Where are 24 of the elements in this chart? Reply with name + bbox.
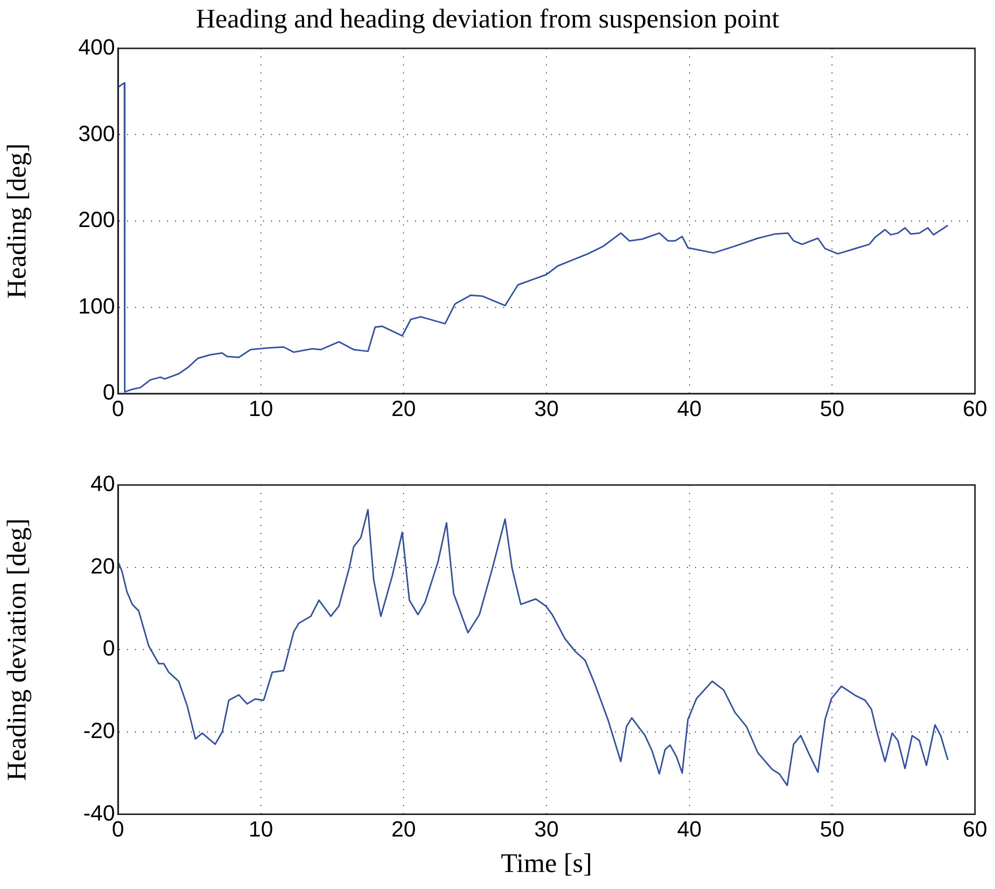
x-tick-label: 10 [248, 396, 274, 421]
y-axis-title: Heading deviation [deg] [1, 518, 32, 781]
chart-title: Heading and heading deviation from suspension point [196, 3, 780, 34]
y-tick-label: 200 [78, 207, 115, 232]
y-tick-label: 400 [78, 34, 115, 60]
x-tick-label: 30 [534, 816, 559, 842]
x-tick-label: 20 [391, 396, 416, 421]
x-tick-label: 50 [820, 396, 844, 421]
y-tick-label: 100 [78, 293, 115, 318]
x-tick-label: 60 [962, 396, 988, 421]
x-tick-label: 40 [677, 816, 702, 842]
y-tick-label: -20 [83, 718, 115, 743]
y-tick-label: 0 [102, 636, 115, 661]
x-tick-label: 60 [962, 816, 988, 842]
y-tick-label: 40 [90, 471, 115, 496]
x-tick-label: 40 [677, 396, 702, 421]
x-tick-label: 30 [534, 396, 559, 421]
x-tick-label: 10 [248, 816, 274, 842]
y-tick-label: 300 [78, 120, 115, 146]
y-tick-label: 20 [90, 553, 115, 578]
x-axis-title: Time [s] [500, 848, 592, 878]
x-tick-label: 50 [820, 816, 844, 842]
x-tick-label: 20 [391, 816, 416, 842]
y-axis-title: Heading [deg] [1, 143, 32, 299]
